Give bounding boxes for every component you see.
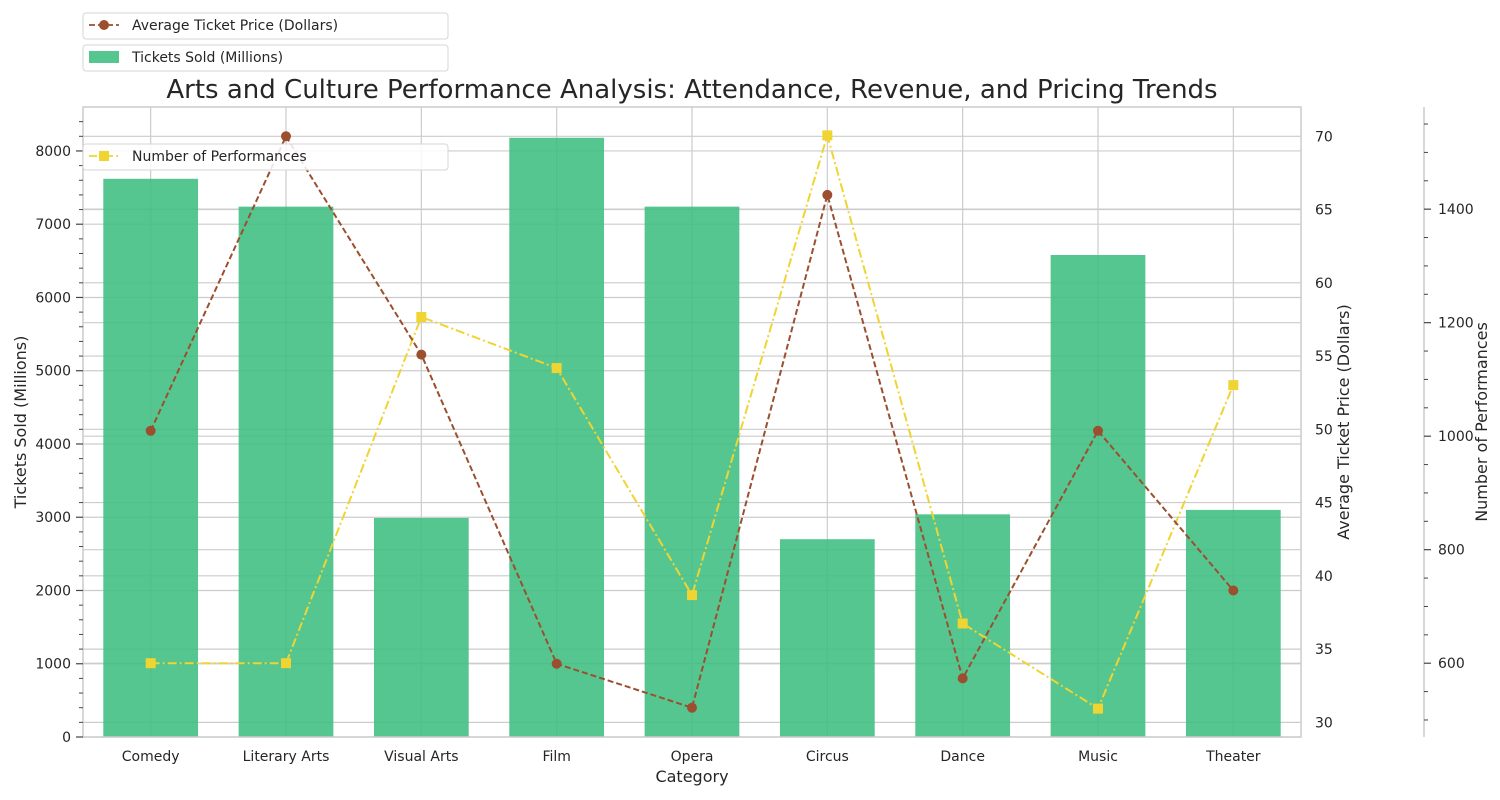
right-y-axis-label: Average Ticket Price (Dollars) — [1334, 304, 1353, 540]
performances-marker — [551, 363, 562, 374]
bar — [373, 517, 469, 737]
left-tick-label: 5000 — [35, 364, 71, 380]
performances-marker — [822, 130, 833, 141]
bar — [644, 206, 740, 737]
x-tick-label: Film — [542, 749, 570, 765]
outer-tick-label: 1000 — [1438, 429, 1474, 445]
chart-title: Arts and Culture Performance Analysis: A… — [166, 75, 1217, 105]
price-marker — [1093, 425, 1103, 436]
legend-performances-box — [82, 143, 449, 171]
price-line — [149, 134, 1235, 709]
legend-price-marker — [99, 20, 109, 30]
axis-ticks: 0 1000 2000 3000 4000 5000 6000 7000 8000 30 35 40 4… — [35, 121, 1474, 765]
price-marker — [957, 673, 968, 684]
x-tick-label: Circus — [806, 749, 849, 765]
outer-right-y-axis-label: Number of Performances — [1472, 322, 1491, 522]
plot-frame — [82, 106, 1425, 738]
outer-tick-label: 1400 — [1438, 202, 1474, 218]
legend-price-box — [82, 12, 449, 40]
bar — [1050, 254, 1146, 737]
left-tick-label: 6000 — [35, 290, 71, 306]
legend-performances-label: Number of Performances — [132, 149, 307, 165]
right-tick-label: 45 — [1315, 496, 1333, 512]
legend-price-label: Average Ticket Price (Dollars) — [132, 18, 338, 34]
tickets-sold-bars — [103, 137, 1281, 737]
left-tick-label: 2000 — [35, 583, 71, 599]
bar — [779, 539, 875, 737]
legend-performances-marker — [99, 151, 109, 161]
performances-marker — [1228, 380, 1239, 391]
right-tick-label: 70 — [1315, 129, 1333, 145]
left-tick-label: 1000 — [35, 657, 71, 673]
right-tick-label: 50 — [1315, 422, 1333, 438]
bar — [103, 178, 199, 737]
price-marker — [416, 349, 427, 360]
right-tick-label: 35 — [1315, 642, 1333, 658]
price-marker — [281, 131, 291, 142]
left-tick-label: 0 — [62, 730, 71, 746]
performances-marker — [687, 590, 697, 601]
performances-marker — [957, 618, 968, 629]
x-tick-label: Comedy — [122, 749, 180, 765]
performances-marker — [1093, 703, 1103, 714]
performances-marker — [416, 312, 427, 322]
right-tick-label: 40 — [1315, 569, 1333, 585]
legend: Average Ticket Price (Dollars) Tickets S… — [82, 12, 449, 171]
legend-performances: Number of Performances — [82, 143, 449, 171]
price-marker — [145, 425, 156, 436]
performances-marker — [145, 658, 156, 669]
left-tick-label: 7000 — [35, 217, 71, 233]
x-tick-label: Dance — [940, 749, 985, 765]
right-tick-label: 65 — [1315, 203, 1333, 219]
outer-tick-label: 600 — [1438, 656, 1465, 672]
price-marker — [551, 658, 562, 669]
legend-tickets-box — [82, 44, 449, 72]
x-tick-label: Opera — [671, 749, 714, 765]
x-tick-label: Theater — [1205, 749, 1261, 765]
bar — [238, 206, 334, 737]
legend-tickets-label: Tickets Sold (Millions) — [131, 50, 283, 66]
legend-tickets-swatch — [89, 51, 119, 63]
bar — [1185, 509, 1281, 737]
left-tick-label: 4000 — [35, 437, 71, 453]
x-axis-label: Category — [655, 767, 728, 786]
right-tick-label: 60 — [1315, 276, 1333, 292]
performances-line — [150, 131, 1235, 711]
left-tick-label: 3000 — [35, 510, 71, 526]
legend-tickets: Tickets Sold (Millions) — [82, 44, 449, 72]
outer-tick-label: 800 — [1438, 543, 1465, 559]
right-tick-label: 55 — [1315, 349, 1333, 365]
x-tick-label: Visual Arts — [384, 749, 458, 765]
price-marker — [687, 702, 697, 713]
price-marker — [822, 189, 833, 200]
line-series — [145, 130, 1239, 714]
legend-price: Average Ticket Price (Dollars) — [82, 12, 449, 40]
x-tick-label: Music — [1078, 749, 1118, 765]
x-tick-label: Literary Arts — [243, 749, 330, 765]
bar — [509, 137, 605, 737]
plot-border — [82, 106, 1302, 738]
outer-tick-label: 1200 — [1438, 316, 1474, 332]
left-tick-label: 8000 — [35, 144, 71, 160]
left-y-axis-label: Tickets Sold (Millions) — [11, 336, 30, 510]
price-marker — [1228, 585, 1239, 596]
performances-marker — [281, 658, 291, 669]
right-tick-label: 30 — [1315, 715, 1333, 731]
